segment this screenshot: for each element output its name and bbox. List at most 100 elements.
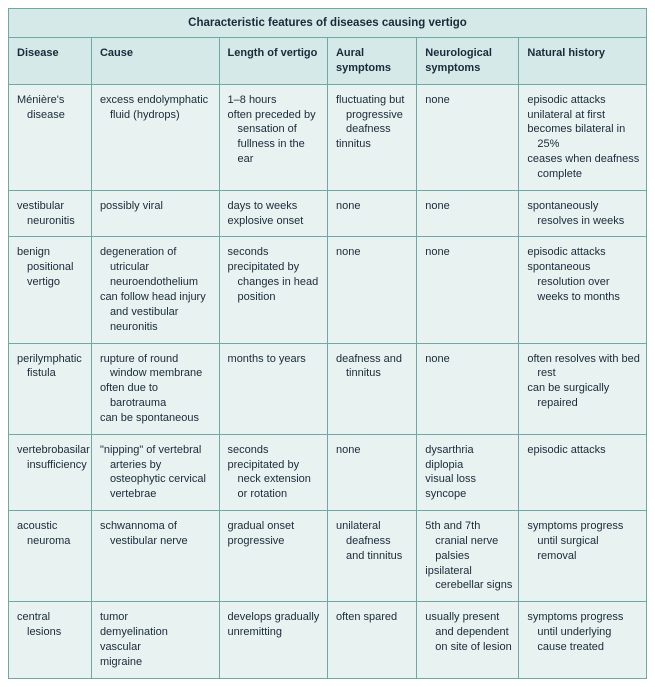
cell-disease: vestibular neuronitis [9,190,92,237]
cell-line: migraine [100,655,213,670]
cell-line: can be surgically repaired [527,381,640,411]
table-row: vestibular neuronitispossibly viraldays … [9,190,647,237]
cell-disease: perilymphatic fistula [9,343,92,434]
cell-length: gradual onsetprogressive [219,511,327,602]
table-title: Characteristic features of diseases caus… [8,8,647,37]
cell-neuro: none [417,84,519,190]
cell-line: tinnitus [336,137,410,152]
table-body: Ménière's disease excess endolymphatic fl… [9,84,647,678]
col-header-3: Aural symptoms [327,38,416,85]
cell-disease: Ménière's disease [9,84,92,190]
cell-line: explosive onset [228,214,321,229]
cell-line: diplopia [425,458,512,473]
cell-line: seconds [228,443,321,458]
cell-length: months to years [219,343,327,434]
cell-line: can follow head injury and vestibular ne… [100,290,213,335]
table-row: benign positional vertigo degeneration of… [9,237,647,343]
cell-line: none [336,199,410,214]
vertigo-table: DiseaseCauseLength of vertigoAural sympt… [8,37,647,679]
cell-line: none [425,245,512,260]
cell-cause: tumordemyelinationvascularmigraine [91,602,219,678]
cell-line: gradual onset [228,519,321,534]
cell-length: secondsprecipitated by neck extension or… [219,434,327,510]
cell-line: visual loss [425,472,512,487]
cell-length: 1–8 hoursoften preceded by sensation of … [219,84,327,190]
table-header-row: DiseaseCauseLength of vertigoAural sympt… [9,38,647,85]
cell-line: demyelination [100,625,213,640]
cell-line: spontaneously resolves in weeks [527,199,640,229]
cell-history: episodic attacksspontaneous resolution o… [519,237,647,343]
col-header-2: Length of vertigo [219,38,327,85]
cell-line: perilymphatic fistula [17,352,85,382]
cell-line: unremitting [228,625,321,640]
cell-history: symptoms progress until surgical removal [519,511,647,602]
cell-line: symptoms progress until surgical removal [527,519,640,564]
cell-line: days to weeks [228,199,321,214]
table-row: acoustic neuroma schwannoma of vestibular… [9,511,647,602]
cell-line: ceases when deafness complete [527,152,640,182]
cell-line: episodic attacks [527,443,640,458]
col-header-0: Disease [9,38,92,85]
cell-history: symptoms progress until underlying cause… [519,602,647,678]
cell-aural: often spared [327,602,416,678]
cell-cause: schwannoma of vestibular nerve [91,511,219,602]
cell-line: unilateral deafness and tinnitus [336,519,410,564]
cell-neuro: 5th and 7th cranial nerve palsiesipsilat… [417,511,519,602]
table-row: Ménière's disease excess endolymphatic fl… [9,84,647,190]
cell-neuro: dysarthriadiplopiavisual losssyncope [417,434,519,510]
cell-line: acoustic neuroma [17,519,85,549]
cell-history: episodic attacks [519,434,647,510]
cell-neuro: usually present and dependent on site of… [417,602,519,678]
cell-line: months to years [228,352,321,367]
cell-history: often resolves with bed restcan be surgi… [519,343,647,434]
cell-aural: fluctuating but progressive deafnesstinn… [327,84,416,190]
cell-line: often spared [336,610,410,625]
cell-neuro: none [417,190,519,237]
cell-line: precipitated by changes in head position [228,260,321,305]
cell-line: progressive [228,534,321,549]
cell-line: none [425,199,512,214]
cell-line: rupture of round window membrane [100,352,213,382]
cell-neuro: none [417,237,519,343]
cell-line: fluctuating but progressive deafness [336,93,410,138]
cell-line: develops gradually [228,610,321,625]
cell-line: benign positional vertigo [17,245,85,290]
cell-aural: none [327,190,416,237]
cell-line: often due to barotrauma [100,381,213,411]
cell-line: schwannoma of vestibular nerve [100,519,213,549]
cell-line: precipitated by neck extension or rotati… [228,458,321,503]
col-header-1: Cause [91,38,219,85]
cell-line: degeneration of utricular neuroendotheli… [100,245,213,290]
cell-line: becomes bilateral in 25% [527,122,640,152]
cell-disease: benign positional vertigo [9,237,92,343]
cell-line: ipsilateral cerebellar signs [425,564,512,594]
cell-disease: central lesions [9,602,92,678]
cell-aural: deafness and tinnitus [327,343,416,434]
cell-line: excess endolymphatic fluid (hydrops) [100,93,213,123]
cell-neuro: none [417,343,519,434]
table-row: central lesionstumordemyelinationvascula… [9,602,647,678]
cell-line: often preceded by sensation of fullness … [228,108,321,167]
cell-line: often resolves with bed rest [527,352,640,382]
cell-line: none [425,93,512,108]
cell-length: days to weeksexplosive onset [219,190,327,237]
cell-cause: possibly viral [91,190,219,237]
cell-length: secondsprecipitated by changes in head p… [219,237,327,343]
cell-line: vestibular neuronitis [17,199,85,229]
cell-line: 1–8 hours [228,93,321,108]
cell-cause: excess endolymphatic fluid (hydrops) [91,84,219,190]
vertigo-table-container: Characteristic features of diseases caus… [8,8,647,679]
cell-line: dysarthria [425,443,512,458]
cell-line: symptoms progress until underlying cause… [527,610,640,655]
cell-line: vertebrobasilar insufficiency [17,443,85,473]
cell-history: episodic attacksunilateral at firstbecom… [519,84,647,190]
cell-line: seconds [228,245,321,260]
cell-line: none [425,352,512,367]
cell-line: none [336,443,410,458]
table-row: perilymphatic fistula rupture of round wi… [9,343,647,434]
cell-line: spontaneous resolution over weeks to mon… [527,260,640,305]
cell-aural: none [327,434,416,510]
cell-cause: degeneration of utricular neuroendotheli… [91,237,219,343]
cell-line: episodic attacks [527,93,640,108]
cell-disease: vertebrobasilar insufficiency [9,434,92,510]
